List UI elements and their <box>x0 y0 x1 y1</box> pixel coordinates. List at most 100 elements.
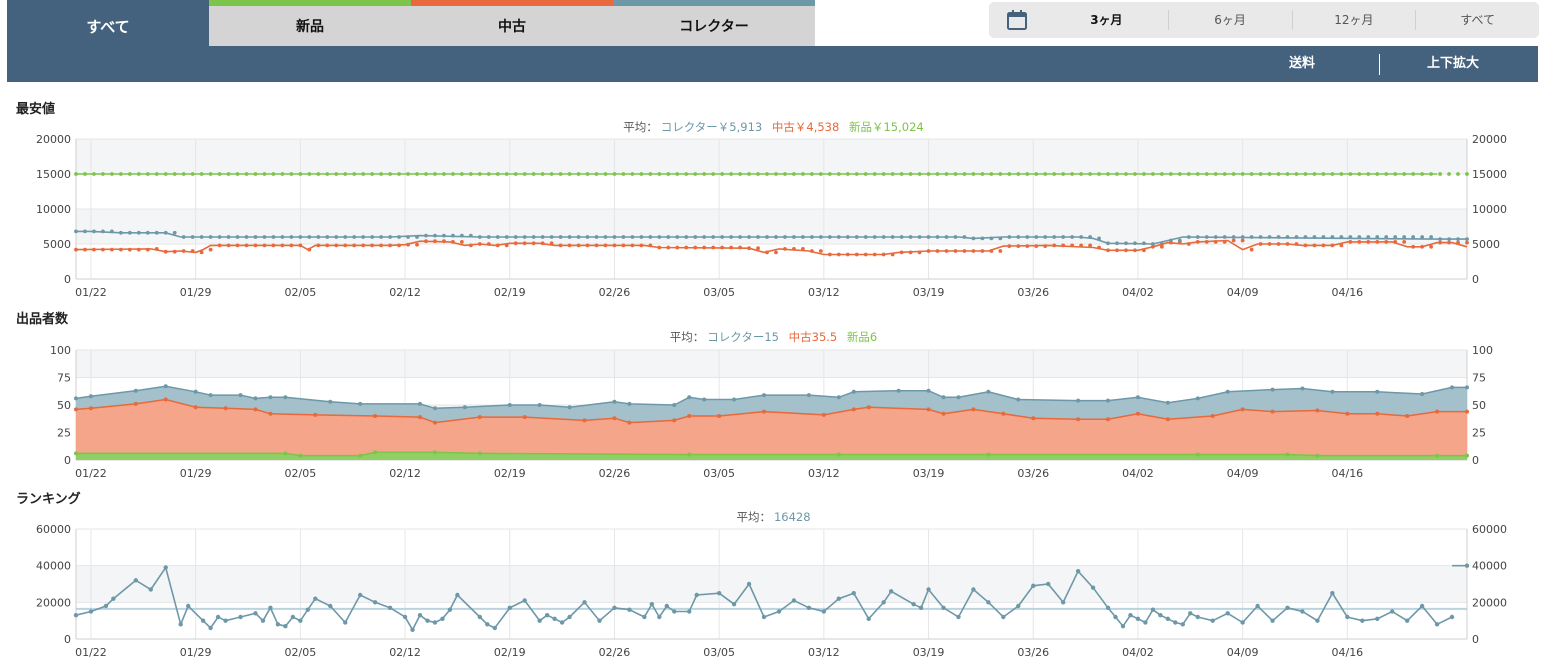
new-sellers-point <box>986 452 991 457</box>
collector-price-point <box>370 235 375 239</box>
tab-used[interactable]: 中古 <box>411 0 613 46</box>
new-price-point <box>145 172 150 176</box>
x-tick-label: 02/05 <box>285 646 317 659</box>
new-price-point <box>1258 172 1263 176</box>
x-tick-label: 02/26 <box>599 467 631 480</box>
used-price-point <box>1294 242 1299 246</box>
collector-price-point <box>872 235 877 239</box>
total-sellers-point <box>1270 387 1275 392</box>
collector-price-point <box>1151 242 1155 246</box>
collector-price-point <box>334 235 339 239</box>
used-sellers-point <box>223 406 228 411</box>
sellers-chart: 01/22 01/29 02/05 02/12 02/19 02/26 03/05 03/12… <box>50 344 1493 480</box>
used-price-point <box>962 249 967 253</box>
ranking-point <box>1188 611 1193 616</box>
new-price-point <box>738 172 742 176</box>
y-tick-label-right: 100 <box>1472 344 1493 357</box>
ranking-point <box>1285 605 1290 611</box>
collector-price-point <box>379 235 384 239</box>
range-3-months[interactable]: 3ヶ月 <box>1090 13 1123 27</box>
ranking-point <box>791 598 797 603</box>
x-tick-label: 03/12 <box>808 467 840 480</box>
used-sellers-point <box>133 401 138 406</box>
ranking-point <box>417 612 423 618</box>
collector-price-point <box>756 235 760 239</box>
ranking-point <box>971 587 976 592</box>
used-price-point <box>433 239 437 244</box>
x-tick-label: 02/26 <box>599 646 631 659</box>
total-sellers-point <box>1106 398 1111 403</box>
ranking-point <box>836 596 842 601</box>
collector-price-point <box>1339 235 1344 239</box>
used-price-point <box>953 249 958 253</box>
ranking-point <box>1120 623 1126 629</box>
collector-price-point <box>190 235 195 239</box>
used-sellers-point <box>612 416 617 421</box>
used-price-point <box>343 243 348 248</box>
used-sellers-point <box>941 411 946 416</box>
condition-tabs: すべて 新品 中古 コレクター <box>7 0 815 46</box>
range-12-months[interactable]: 12ヶ月 <box>1291 10 1416 30</box>
collector-price-point <box>567 235 572 239</box>
x-tick-label: 04/09 <box>1227 286 1259 299</box>
collector-price-point <box>1393 235 1398 239</box>
ranking-point <box>185 603 191 609</box>
new-price-point <box>101 172 105 176</box>
new-price-point <box>118 172 123 176</box>
used-price-point <box>1393 240 1398 244</box>
y-tick-label-right: 0 <box>1472 454 1479 467</box>
ranking-point <box>440 616 445 622</box>
ranking-point <box>956 614 961 620</box>
new-price-point <box>1195 172 1200 176</box>
new-price-point <box>827 172 832 176</box>
new-price-point <box>1034 172 1039 176</box>
tab-new[interactable]: 新品 <box>209 0 411 46</box>
ranking-point <box>731 601 737 607</box>
collector-price-point <box>657 235 662 239</box>
new-price-point <box>1204 172 1209 176</box>
new-price-point <box>621 172 626 176</box>
new-price-point <box>639 172 644 176</box>
used-price-line <box>75 239 1468 256</box>
new-price-point <box>1438 172 1442 176</box>
used-price-point <box>998 249 1003 253</box>
used-price-point <box>325 243 330 248</box>
used-price-point <box>370 243 375 248</box>
sellers-average-used: 中古35.5 <box>788 330 838 344</box>
calendar-icon[interactable] <box>989 9 1045 31</box>
new-price-point <box>980 172 985 176</box>
collector-price-point <box>1195 235 1200 239</box>
collector-price-point <box>1213 235 1218 239</box>
new-sellers-point <box>1315 453 1320 458</box>
new-price-point <box>459 172 464 176</box>
total-sellers-point <box>851 389 856 394</box>
range-6-months[interactable]: 6ヶ月 <box>1167 10 1292 30</box>
tab-collector[interactable]: コレクター <box>613 0 815 46</box>
collector-price-point <box>388 235 392 239</box>
used-sellers-point <box>1345 411 1350 416</box>
collector-price-point <box>1411 235 1416 239</box>
used-price-point <box>127 247 132 252</box>
tab-all[interactable]: すべて <box>7 0 209 46</box>
used-price-point <box>307 247 312 252</box>
used-sellers-point <box>1435 409 1440 414</box>
new-price-point <box>1321 172 1326 176</box>
used-price-point <box>199 250 204 255</box>
shipping-button[interactable]: 送料 <box>1289 56 1316 71</box>
used-price-point <box>1115 248 1119 253</box>
used-price-point <box>881 252 886 257</box>
grid-band <box>76 139 1467 174</box>
collector-price-point <box>926 235 931 239</box>
collector-price-point <box>1402 235 1407 239</box>
new-price-point <box>881 172 886 176</box>
used-price-point <box>1249 247 1254 252</box>
vertical-zoom-button[interactable]: 上下拡大 <box>1427 56 1480 71</box>
used-price-point <box>235 243 240 248</box>
range-all[interactable]: すべて <box>1415 10 1539 30</box>
collector-price-point <box>980 236 985 241</box>
new-price-point <box>603 172 608 176</box>
used-sellers-point <box>1375 411 1380 416</box>
collector-price-point <box>648 235 653 239</box>
ranking-point <box>1113 614 1118 620</box>
ranking-point <box>1195 614 1200 620</box>
